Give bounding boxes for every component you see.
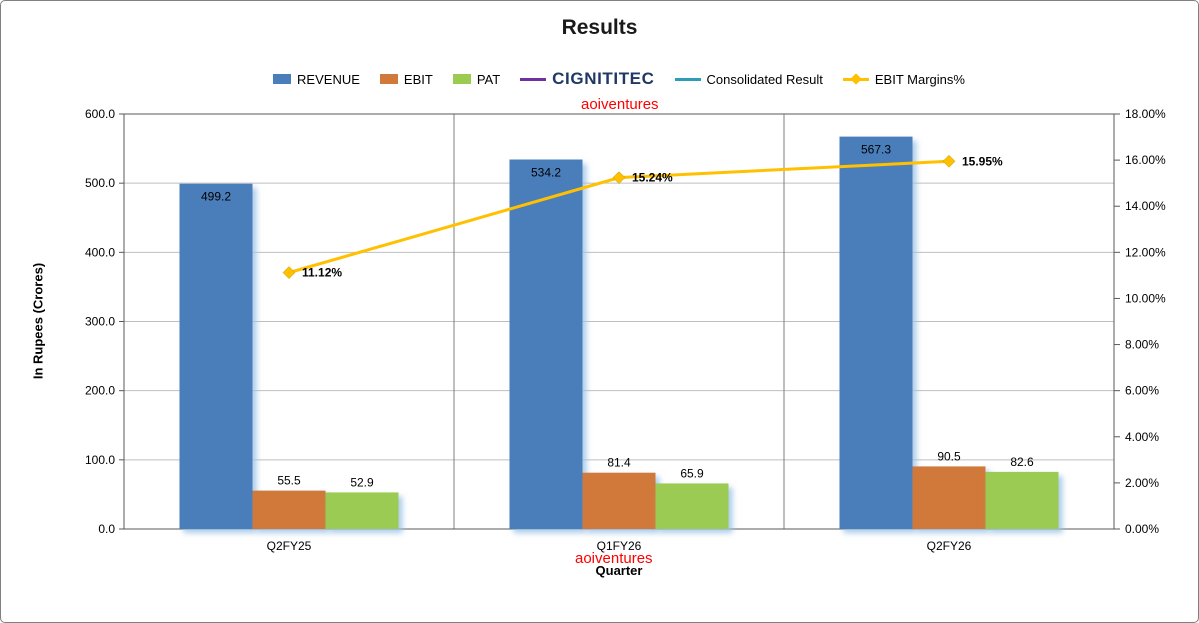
diamond-marker-icon — [282, 266, 296, 279]
bar-ebit — [252, 490, 326, 529]
x-axis-tick-label: Q1FY26 — [597, 539, 642, 553]
legend-label: CIGNITITEC — [552, 69, 655, 88]
cignititec-line-swatch — [520, 77, 547, 81]
bar-pat — [325, 492, 399, 529]
line-point-label: 15.24% — [632, 171, 673, 185]
left-axis-tick-label: 400.0 — [85, 245, 115, 259]
line-point-label: 15.95% — [962, 154, 1003, 168]
right-axis-tick-label: 4.00% — [1125, 430, 1159, 444]
bar-revenue — [839, 136, 913, 529]
y-axis-title: In Rupees (Crores) — [30, 262, 46, 380]
legend-item-ebit-margins-: EBIT Margins% — [842, 71, 965, 87]
ebit-margins-line-swatch — [842, 72, 869, 85]
bar-revenue — [509, 159, 583, 530]
right-axis-tick-label: 2.00% — [1125, 476, 1159, 490]
consolidated-result-line-swatch — [674, 77, 701, 81]
legend-item-ebit: EBIT — [379, 71, 433, 87]
legend-item-consolidated-result: Consolidated Result — [674, 71, 823, 87]
legend-label: PAT — [476, 71, 501, 87]
right-axis-tick-label: 6.00% — [1125, 384, 1159, 398]
right-axis-tick-label: 14.00% — [1125, 199, 1166, 213]
legend-item-revenue: REVENUE — [273, 72, 360, 87]
left-axis-tick-label: 300.0 — [85, 315, 115, 329]
diamond-marker-icon — [612, 171, 626, 184]
bar-value-label: 90.5 — [937, 449, 961, 463]
legend-item-cignititec: CIGNITITEC — [520, 69, 654, 89]
bar-value-label: 567.3 — [861, 143, 891, 157]
x-axis-title: Quarter — [595, 563, 643, 578]
watermark-bottom: aoiventures — [575, 550, 653, 567]
bar-revenue — [179, 183, 253, 529]
legend-label: Consolidated Result — [706, 71, 823, 87]
bar-pat — [985, 471, 1059, 529]
diamond-marker-icon — [850, 72, 862, 85]
chart-legend: REVENUE EBIT PAT CIGNITITEC Consolidated Res… — [124, 69, 1114, 89]
bar-value-label: 534.2 — [531, 166, 561, 180]
bar-value-label: 81.4 — [607, 456, 631, 470]
bar-value-label: 499.2 — [201, 190, 231, 204]
x-axis-tick-label: Q2FY26 — [927, 539, 972, 553]
left-axis-tick-label: 600.0 — [85, 107, 115, 121]
line-point-label: 11.12% — [302, 266, 342, 280]
legend-label: EBIT Margins% — [874, 71, 965, 87]
legend-item-pat: PAT — [452, 71, 501, 87]
right-axis-tick-label: 16.00% — [1125, 153, 1166, 167]
bar-value-label: 52.9 — [350, 475, 374, 489]
bar-ebit — [582, 472, 656, 529]
pat-swatch — [452, 74, 471, 84]
right-axis-tick-label: 8.00% — [1125, 338, 1159, 352]
left-axis-tick-label: 500.0 — [85, 176, 115, 190]
x-axis-tick-label: Q2FY25 — [267, 539, 312, 553]
left-axis-tick-label: 100.0 — [85, 453, 115, 467]
legend-label: REVENUE — [297, 71, 360, 87]
bar-value-label: 55.5 — [277, 474, 301, 488]
legend-label: EBIT — [403, 71, 433, 87]
bar-value-label: 82.6 — [1010, 455, 1034, 469]
right-axis-tick-label: 10.00% — [1125, 291, 1166, 305]
bar-pat — [655, 483, 729, 529]
left-axis-tick-label: 200.0 — [85, 384, 115, 398]
chart-title: Results — [561, 16, 638, 39]
right-axis-tick-label: 12.00% — [1125, 245, 1166, 259]
diamond-marker-icon — [942, 154, 956, 168]
bar-ebit — [912, 466, 986, 529]
revenue-swatch — [273, 74, 292, 84]
bar-value-label: 65.9 — [680, 466, 704, 480]
right-axis-tick-label: 18.00% — [1125, 107, 1166, 121]
left-axis-tick-label: 0.0 — [98, 522, 115, 536]
watermark-top: aoiventures — [581, 96, 659, 113]
right-axis-tick-label: 0.00% — [1125, 522, 1159, 536]
ebit-swatch — [379, 74, 398, 84]
